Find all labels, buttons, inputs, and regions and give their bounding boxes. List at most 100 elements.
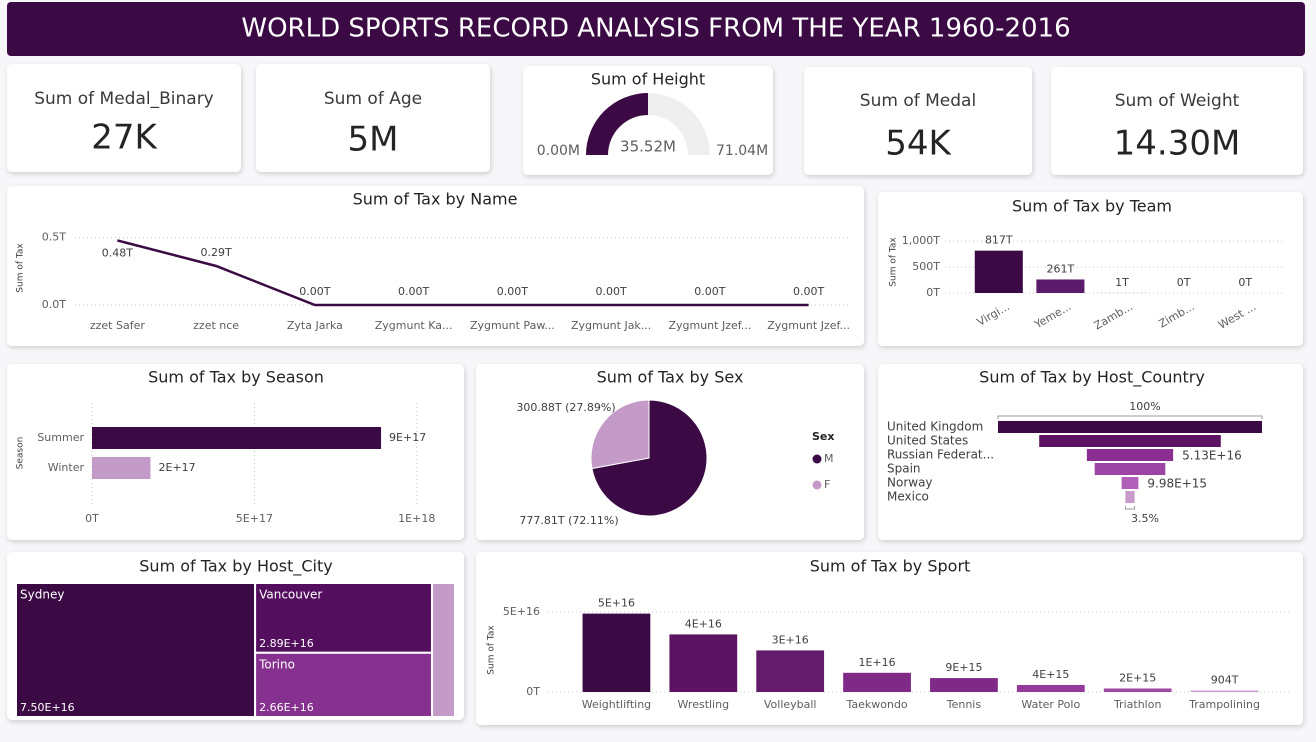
- x-tick-label: Taekwondo: [845, 698, 907, 711]
- value-label: 4E+15: [1032, 668, 1069, 681]
- card-value: 5M: [348, 120, 399, 160]
- x-tick-label: Volleyball: [764, 698, 817, 711]
- x-tick-label: Weightlifting: [582, 698, 651, 711]
- bar: [1016, 684, 1085, 692]
- category-label: Norway: [887, 476, 933, 490]
- y-tick-label: 5E+16: [503, 605, 540, 618]
- funnel-bar: [998, 421, 1262, 433]
- y-tick-label: 0T: [926, 286, 940, 299]
- value-label: 1T: [1115, 276, 1129, 289]
- legend-title: Sex: [812, 430, 834, 443]
- value-label: 5.13E+16: [1182, 449, 1242, 463]
- card: [7, 64, 241, 172]
- gauge-range-label: 0.00M: [537, 143, 580, 159]
- value-label: 0.00T: [793, 285, 824, 298]
- x-tick-label: 5E+17: [236, 512, 273, 525]
- percent-label: 3.5%: [1131, 512, 1159, 525]
- legend-swatch: [812, 480, 822, 490]
- bar: [1036, 279, 1085, 293]
- x-tick-label: Zygmunt Jak...: [571, 319, 651, 332]
- x-tick-label: Zygmunt Paw...: [470, 319, 555, 332]
- y-axis-label: Sum of Tax: [487, 625, 497, 675]
- y-tick-label: 0.5T: [42, 231, 66, 244]
- treemap-cell: [15, 582, 257, 718]
- bar: [843, 672, 911, 692]
- card-label: Sum of Medal_Binary: [34, 89, 214, 109]
- value-label: 0.00T: [596, 285, 627, 298]
- line: [117, 239, 809, 307]
- y-tick-label: Winter: [48, 461, 85, 474]
- bar: [92, 427, 382, 449]
- value-label: 4E+16: [685, 617, 722, 630]
- x-tick-label: Zygmunt Jzef...: [767, 319, 850, 332]
- value-label: 0.00T: [497, 285, 528, 298]
- category-label: Russian Federat...: [887, 448, 994, 462]
- pie-slice: [590, 399, 650, 470]
- gauge-value: [586, 93, 648, 155]
- value-label: 5E+16: [598, 597, 635, 610]
- value-label: 904T: [1211, 674, 1239, 687]
- chart-title: Sum of Tax by Sport: [810, 557, 971, 576]
- value-label: 9E+17: [389, 431, 426, 444]
- card-label: Sum of Weight: [1115, 91, 1240, 111]
- value-label: 9E+15: [945, 661, 982, 674]
- category-label: Vancouver: [259, 588, 322, 602]
- x-tick-label: 1E+18: [398, 512, 435, 525]
- x-tick-label: Zygmunt Jzef...: [668, 319, 751, 332]
- category-label: Spain: [887, 462, 921, 476]
- x-tick-label: Triathlon: [1113, 698, 1161, 711]
- category-label: United Kingdom: [887, 420, 983, 434]
- chart-title: Sum of Height: [591, 70, 705, 89]
- legend-label: F: [824, 478, 830, 491]
- bar: [582, 613, 651, 692]
- legend-label: M: [824, 452, 834, 465]
- value-label: 7.50E+16: [20, 701, 75, 714]
- value-label: 2E+15: [1119, 671, 1156, 684]
- x-tick-label: Trampolining: [1188, 698, 1260, 711]
- funnel-bar: [1086, 449, 1174, 461]
- bar: [1103, 688, 1172, 692]
- y-tick-label: 0.0T: [42, 298, 66, 311]
- category-label: Torino: [258, 657, 295, 671]
- category-label: United States: [887, 434, 968, 448]
- funnel-bar: [1094, 463, 1166, 475]
- y-tick-label: 500T: [912, 260, 940, 273]
- bar: [756, 650, 825, 692]
- funnel-bar: [1125, 491, 1135, 503]
- bar: [669, 634, 738, 692]
- gauge-range-label: 71.04M: [716, 143, 768, 159]
- value-label: 0.29T: [201, 246, 232, 259]
- bar: [92, 457, 151, 479]
- chart-title: Sum of Tax by Sex: [597, 368, 744, 387]
- value-label: 9.98E+15: [1147, 477, 1207, 491]
- funnel-bar: [1121, 477, 1139, 489]
- value-label: 777.81T (72.11%): [519, 514, 618, 527]
- bracket: [1124, 506, 1136, 510]
- value-label: 3E+16: [772, 633, 809, 646]
- card: [256, 64, 490, 172]
- percent-label: 100%: [1129, 400, 1160, 413]
- value-label: 0.00T: [299, 285, 330, 298]
- panel: [878, 192, 1303, 346]
- y-axis-label: Sum of Tax: [889, 237, 899, 287]
- bar: [974, 250, 1023, 293]
- chart-title: Sum of Tax by Host_Country: [979, 368, 1205, 388]
- y-axis-label: Season: [16, 437, 26, 470]
- panel: [7, 364, 464, 540]
- value-label: 0.48T: [102, 246, 133, 259]
- value-label: 261T: [1047, 262, 1075, 275]
- category-label: Mexico: [887, 490, 929, 504]
- chart-title: Sum of Tax by Name: [353, 190, 518, 209]
- y-tick-label: 1,000T: [902, 234, 940, 247]
- treemap-cell: [431, 582, 456, 718]
- treemap-cell: [254, 651, 434, 718]
- card-label: Sum of Age: [324, 89, 422, 109]
- value-label: 0T: [1238, 276, 1252, 289]
- value-label: 2.66E+16: [259, 701, 314, 714]
- header-title: WORLD SPORTS RECORD ANALYSIS FROM THE YE…: [241, 14, 1070, 44]
- value-label: 0.00T: [694, 285, 725, 298]
- header-bar: [7, 2, 1305, 56]
- value-label: 300.88T (27.89%): [516, 401, 615, 414]
- x-tick-label: Zygmunt Ka...: [375, 319, 453, 332]
- card: [523, 66, 773, 175]
